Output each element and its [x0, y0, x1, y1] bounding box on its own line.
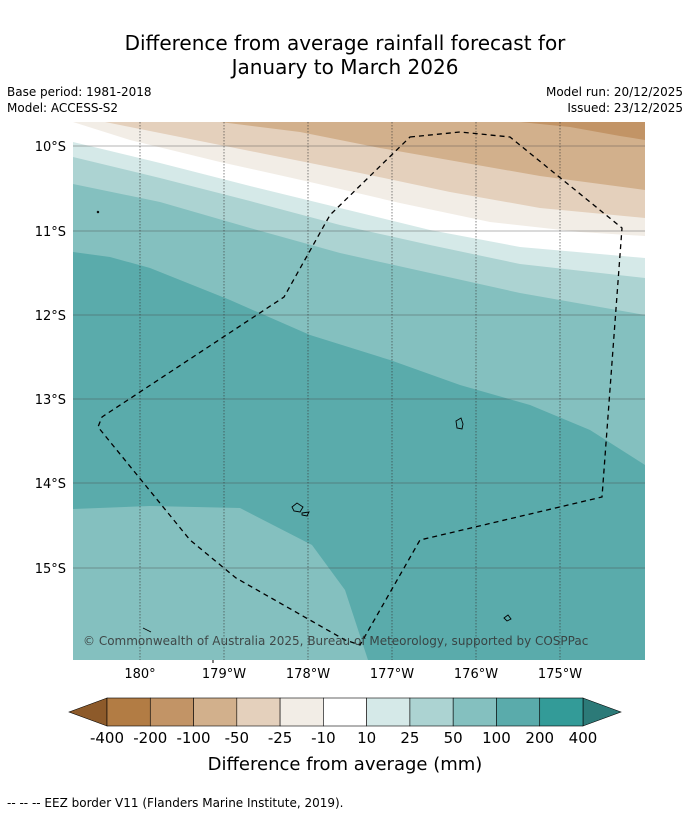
lon-label: 180° [124, 667, 155, 682]
chart-title-line1: Difference from average rainfall forecas… [124, 31, 566, 55]
lon-label: 178°W [286, 667, 330, 682]
model-run: Model run: 20/12/2025 [545, 85, 683, 99]
latitude-labels: 10°S 11°S 12°S 13°S 14°S 15°S [35, 140, 66, 577]
map-plot-area: © Commonwealth of Australia 2025, Bureau… [73, 122, 645, 660]
island-outline [455, 417, 464, 430]
lon-label: 177°W [370, 667, 414, 682]
colorbar-cell [409, 697, 454, 727]
base-period: Base period: 1981-2018 [7, 85, 152, 99]
colorbar-cell [106, 697, 151, 727]
colorbar-cell [193, 697, 238, 727]
colorbar-tick-label: -10 [311, 729, 336, 747]
colorbar-cell [366, 697, 411, 727]
colorbar-tick-label: -400 [90, 729, 124, 747]
parallel-gridlines [73, 145, 645, 569]
band-minus100-to-minus50 [220, 122, 645, 190]
colorbar-tick-label: -25 [268, 729, 293, 747]
lon-label: 175°W [538, 667, 582, 682]
model-name: Model: ACCESS-S2 [7, 101, 119, 115]
longitude-labels: 180° 179°W 178°W 177°W 176°W 175°W [124, 667, 582, 682]
colorbar-tick-label: -200 [133, 729, 167, 747]
lat-label: 10°S [35, 140, 66, 155]
colorbar-tick-label: 25 [400, 729, 419, 747]
meridian-gridlines [139, 122, 561, 660]
eez-footnote: -- -- -- EEZ border V11 (Flanders Marine… [7, 796, 344, 810]
lon-label: 179°W [202, 667, 246, 682]
colorbar-cell [539, 697, 584, 727]
island-outline [291, 502, 304, 513]
colorbar-tick-label: 10 [357, 729, 376, 747]
colorbar-tick-label: 50 [444, 729, 463, 747]
colorbar-overflow-arrow [582, 697, 622, 727]
island-outline [142, 627, 152, 633]
colorbar-tick-label: -100 [177, 729, 211, 747]
island-outline [301, 511, 310, 517]
band-minus200-to-minus100 [520, 122, 645, 140]
lon-label: 176°W [454, 667, 498, 682]
eez-border [97, 131, 623, 646]
lat-label: 15°S [35, 562, 66, 577]
colorbar-tick-label: 400 [569, 729, 598, 747]
colorbar-cell [452, 697, 497, 727]
lat-label: 12°S [35, 309, 66, 324]
colorbar-cell [149, 697, 194, 727]
lat-label: 11°S [35, 225, 66, 240]
colorbar-axis-label: Difference from average (mm) [208, 754, 483, 775]
issued-date: Issued: 23/12/2025 [567, 101, 683, 115]
chart-title-line2: January to March 2026 [231, 55, 459, 79]
rainfall-map: © Commonwealth of Australia 2025, Bureau… [35, 122, 645, 775]
lat-label: 13°S [35, 393, 66, 408]
colorbar-tick-label: 200 [525, 729, 554, 747]
band-50-to-100-south [73, 506, 368, 660]
island-outline [96, 210, 100, 214]
colorbar-tick-label: -50 [225, 729, 250, 747]
colorbar-cell [323, 697, 367, 727]
colorbar: -400 -200 -100 -50 -25 -10 10 25 50 100 200 400 [68, 697, 622, 747]
colorbar-cell [496, 697, 541, 727]
lat-label: 14°S [35, 477, 66, 492]
colorbar-cell [236, 697, 281, 727]
island-outlines [96, 210, 512, 633]
colorbar-tick-label: 100 [482, 729, 511, 747]
copyright-notice: © Commonwealth of Australia 2025, Bureau… [83, 634, 588, 648]
island-outline [503, 614, 512, 622]
colorbar-underflow-arrow [68, 697, 108, 727]
colorbar-cell [279, 697, 324, 727]
